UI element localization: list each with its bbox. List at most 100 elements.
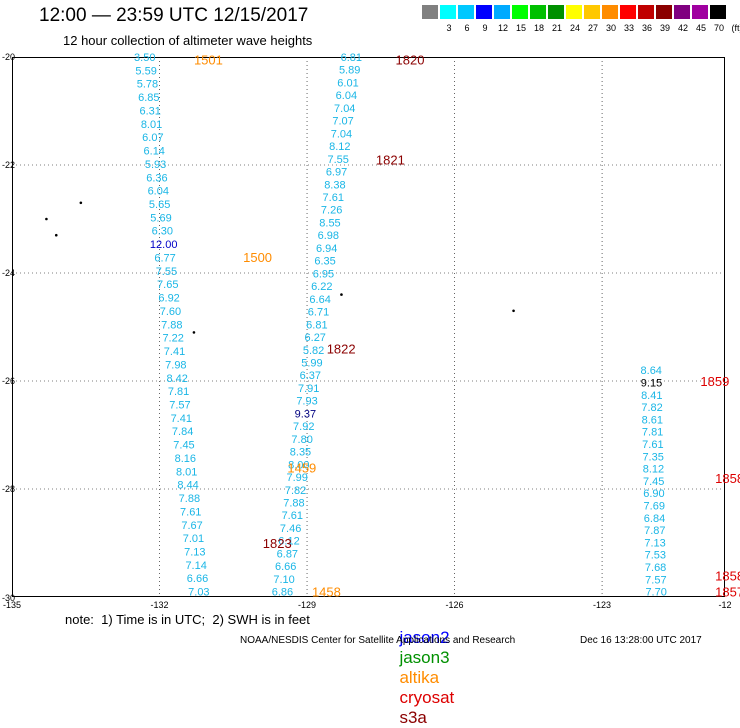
wave-height-label: 6.90 bbox=[643, 488, 664, 500]
wave-height-label: 7.61 bbox=[323, 192, 344, 204]
wave-height-label: 6.97 bbox=[326, 167, 347, 179]
wave-height-label: 7.92 bbox=[293, 421, 314, 433]
wave-height-label: 7.91 bbox=[298, 383, 319, 395]
legend-jason2: jason2 bbox=[399, 628, 450, 647]
lat-tick-label: -22 bbox=[2, 160, 15, 170]
wave-height-label: 6.07 bbox=[142, 132, 163, 144]
scale-label: 12 bbox=[497, 23, 508, 33]
wave-height-label: 7.46 bbox=[280, 523, 301, 535]
legend-cryosat: cryosat bbox=[399, 688, 455, 707]
wave-height-label: 3.50 bbox=[134, 52, 155, 64]
island-marker bbox=[79, 201, 83, 205]
scale-swatch bbox=[530, 5, 546, 19]
wave-height-label: 5.82 bbox=[303, 345, 324, 357]
wave-height-label: 6.35 bbox=[314, 256, 335, 268]
lat-tick-label: -26 bbox=[2, 376, 15, 386]
scale-swatch bbox=[638, 5, 654, 19]
wave-height-label: 8.12 bbox=[329, 141, 350, 153]
wave-height-label: 6.86 bbox=[272, 587, 293, 599]
map-panel bbox=[12, 57, 725, 597]
wave-height-label: 7.41 bbox=[164, 346, 185, 358]
time-label: 1821 bbox=[376, 153, 405, 168]
wave-height-label: 6.22 bbox=[311, 281, 332, 293]
scale-label: 18 bbox=[533, 23, 544, 33]
time-label: 1858 bbox=[715, 568, 740, 583]
wave-height-label: 7.82 bbox=[285, 485, 306, 497]
lat-tick-label: -28 bbox=[2, 484, 15, 494]
wave-height-label: 7.81 bbox=[642, 427, 663, 439]
scale-label: 45 bbox=[695, 23, 706, 33]
wave-height-label: 6.37 bbox=[300, 370, 321, 382]
wave-height-label: 5.69 bbox=[150, 212, 171, 224]
wave-height-label: 6.94 bbox=[316, 243, 337, 255]
wave-height-label: 6.04 bbox=[336, 90, 357, 102]
wave-height-label: 7.45 bbox=[643, 476, 664, 488]
time-label: 1823 bbox=[263, 536, 292, 551]
scale-swatch bbox=[422, 5, 438, 19]
lon-tick-label: -132 bbox=[151, 600, 169, 610]
scale-label: 3 bbox=[446, 23, 452, 33]
wave-height-label: 6.01 bbox=[337, 77, 358, 89]
wave-height-label: 7.55 bbox=[327, 154, 348, 166]
map-title: 12:00 — 23:59 UTC 12/15/2017 bbox=[39, 5, 309, 26]
wave-height-label: 7.53 bbox=[645, 550, 666, 562]
legend-jason3: jason3 bbox=[399, 648, 450, 667]
time-label: 1820 bbox=[396, 53, 425, 68]
wave-height-label: 6.81 bbox=[306, 319, 327, 331]
lon-tick-label: -12 bbox=[718, 600, 731, 610]
wave-height-label: 7.82 bbox=[641, 402, 662, 414]
time-label: 1859 bbox=[700, 374, 729, 389]
wave-height-label: 6.98 bbox=[318, 230, 339, 242]
wave-height-label: 7.65 bbox=[157, 279, 178, 291]
wave-height-label: 5.93 bbox=[145, 159, 166, 171]
lat-tick-label: -20 bbox=[2, 52, 15, 62]
scale-label: 15 bbox=[515, 23, 526, 33]
lat-tick-label: -30 bbox=[2, 593, 15, 603]
wave-height-label: 5.59 bbox=[135, 65, 156, 77]
scale-swatch bbox=[494, 5, 510, 19]
wave-height-label: 7.26 bbox=[321, 205, 342, 217]
wave-height-label: 9.15 bbox=[641, 378, 662, 390]
scale-swatch bbox=[512, 5, 528, 19]
wave-height-label: 8.01 bbox=[176, 466, 197, 478]
wave-height-label: 7.14 bbox=[185, 560, 206, 572]
scale-swatch bbox=[476, 5, 492, 19]
wave-height-label: 8.44 bbox=[177, 480, 198, 492]
time-label: 1857 bbox=[715, 585, 740, 600]
island-marker bbox=[45, 217, 48, 221]
wave-height-label: 6.85 bbox=[138, 92, 159, 104]
scale-swatch bbox=[566, 5, 582, 19]
island-marker bbox=[340, 293, 343, 296]
island-marker bbox=[512, 309, 515, 313]
wave-height-label: 7.35 bbox=[642, 451, 663, 463]
footer-organization: NOAA/NESDIS Center for Satellite Applica… bbox=[240, 635, 516, 646]
wave-height-label: 5.78 bbox=[137, 79, 158, 91]
wave-height-label: 12.00 bbox=[150, 239, 178, 251]
scale-label: 39 bbox=[659, 23, 670, 33]
wave-height-label: 6.31 bbox=[139, 105, 160, 117]
scale-label: 6 bbox=[464, 23, 470, 33]
scale-swatch bbox=[458, 5, 474, 19]
wave-height-label: 8.12 bbox=[643, 464, 664, 476]
wave-height-label: 7.61 bbox=[642, 439, 663, 451]
wave-height-label: 7.45 bbox=[173, 440, 194, 452]
scale-swatch bbox=[710, 5, 726, 19]
wave-height-label: 8.61 bbox=[642, 414, 663, 426]
note-text: note: 1) Time is in UTC; 2) SWH is in fe… bbox=[65, 612, 310, 627]
scale-label: 21 bbox=[551, 23, 562, 33]
legend-altika: altika bbox=[399, 668, 440, 687]
wave-height-label: 7.80 bbox=[291, 434, 312, 446]
time-label: 1459 bbox=[287, 460, 316, 475]
wave-height-label: 8.01 bbox=[141, 119, 162, 131]
wave-height-label: 6.36 bbox=[146, 172, 167, 184]
scale-label: 36 bbox=[641, 23, 652, 33]
wave-height-label: 7.88 bbox=[179, 493, 200, 505]
wave-height-label: 6.27 bbox=[305, 332, 326, 344]
time-label: 1822 bbox=[327, 342, 356, 357]
island-marker bbox=[54, 233, 58, 237]
wave-height-label: 8.64 bbox=[641, 365, 662, 377]
wave-height-label: 7.81 bbox=[168, 386, 189, 398]
scale-label: 24 bbox=[569, 23, 580, 33]
scale-swatch bbox=[656, 5, 672, 19]
scale-label: 9 bbox=[482, 23, 488, 33]
